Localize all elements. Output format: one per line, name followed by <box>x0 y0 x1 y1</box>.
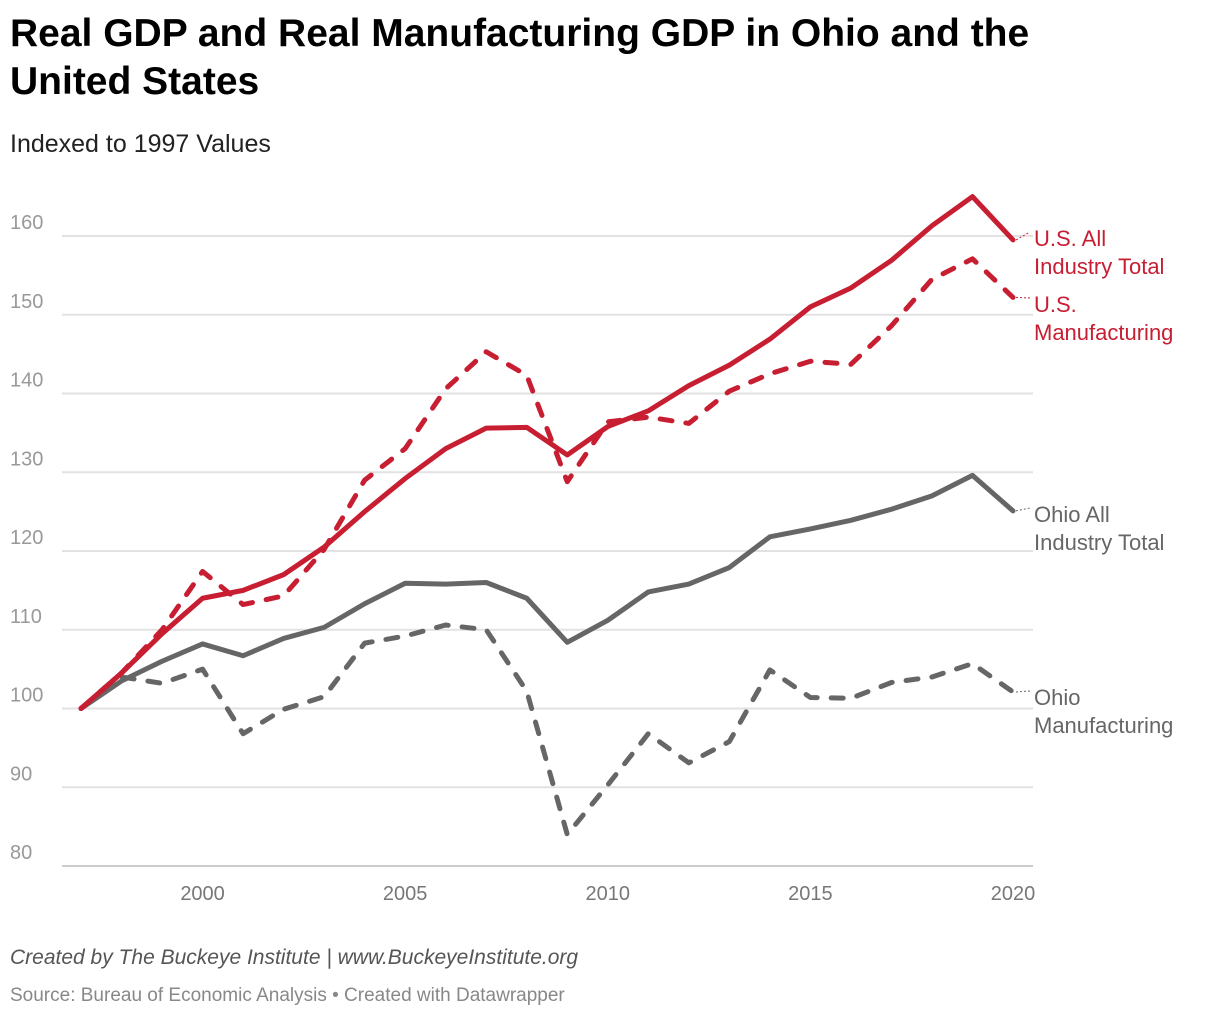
series-label: Manufacturing <box>1034 320 1173 345</box>
series-label: Manufacturing <box>1034 713 1173 738</box>
series-label: Industry Total <box>1034 254 1164 279</box>
label-connector <box>1015 690 1031 693</box>
y-tick-label: 140 <box>10 370 43 392</box>
chart-title: Real GDP and Real Manufacturing GDP in O… <box>10 12 1030 103</box>
x-tick-label: 2010 <box>586 883 631 905</box>
series-label: U.S. All <box>1034 226 1106 251</box>
series-line-ohio-manufacturing <box>78 622 1016 837</box>
y-tick-label: 120 <box>10 527 43 549</box>
x-tick-label: 2015 <box>788 883 833 905</box>
series-label: Industry Total <box>1034 530 1164 555</box>
y-tick-label: 100 <box>10 685 43 707</box>
series-line-u-s-all-industry-total <box>78 194 1016 711</box>
label-connector <box>1015 231 1031 241</box>
y-tick-label: 150 <box>10 291 43 313</box>
chart-subtitle: Indexed to 1997 Values <box>10 130 271 158</box>
source-line: Source: Bureau of Economic Analysis • Cr… <box>10 985 565 1006</box>
label-connector <box>1015 296 1031 299</box>
y-tick-label: 80 <box>10 842 32 864</box>
x-tick-label: 2020 <box>991 883 1036 905</box>
y-tick-label: 110 <box>10 606 42 628</box>
series-label: Ohio All <box>1034 502 1110 527</box>
x-tick-label: 2000 <box>180 883 225 905</box>
y-tick-label: 90 <box>10 763 32 785</box>
x-tick-label: 2005 <box>383 883 428 905</box>
series-label: U.S. <box>1034 292 1077 317</box>
y-tick-label: 130 <box>10 448 43 470</box>
label-connector <box>1015 507 1031 512</box>
credit-line: Created by The Buckeye Institute | www.B… <box>10 946 579 969</box>
y-tick-label: 160 <box>10 212 43 234</box>
series-line-ohio-all-industry-total <box>78 472 1016 711</box>
series-line-u-s-manufacturing <box>78 256 1016 711</box>
series-label: Ohio <box>1034 685 1080 710</box>
